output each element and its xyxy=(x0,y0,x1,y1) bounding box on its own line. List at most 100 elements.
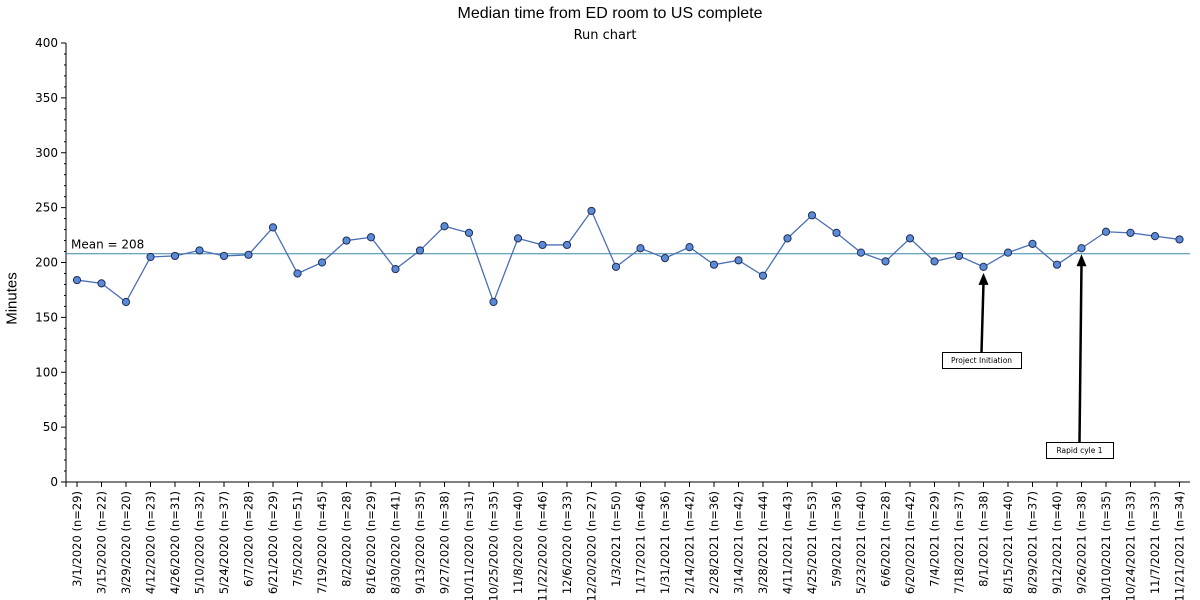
x-tick-label: 10/24/2021 (n=33) xyxy=(1124,491,1138,600)
data-point xyxy=(440,222,449,231)
y-tick-label: 250 xyxy=(35,201,58,215)
x-tick-label: 12/6/2020 (n=33) xyxy=(560,491,574,594)
x-tick-label: 8/29/2021 (n=37) xyxy=(1026,491,1040,594)
data-point xyxy=(464,228,474,237)
annotation-arrows xyxy=(978,254,1087,443)
data-point xyxy=(195,246,204,255)
x-tick-label: 6/21/2020 (n=29) xyxy=(266,491,280,594)
data-point xyxy=(342,236,351,245)
data-point xyxy=(905,234,915,243)
data-point xyxy=(97,279,106,288)
data-point xyxy=(881,257,890,266)
mean-line-group: Mean = 208 xyxy=(66,238,1190,255)
data-point xyxy=(856,248,866,257)
x-tick-label: 3/29/2020 (n=20) xyxy=(119,491,133,594)
data-point xyxy=(930,257,939,266)
data-point xyxy=(72,275,82,285)
x-tick-label: 11/21/2021 (n=34) xyxy=(1173,491,1187,600)
data-point xyxy=(758,271,768,280)
x-tick-label: 9/12/2021 (n=40) xyxy=(1050,491,1064,594)
y-tick-label: 400 xyxy=(35,36,58,50)
data-point xyxy=(685,243,694,252)
x-tick-label: 7/19/2020 (n=45) xyxy=(315,491,329,594)
y-tick-label: 200 xyxy=(35,256,58,270)
x-tick-label: 6/20/2021 (n=42) xyxy=(903,491,917,594)
data-point xyxy=(415,246,425,255)
x-tick-label: 7/18/2021 (n=37) xyxy=(952,491,966,594)
data-point xyxy=(1077,244,1086,253)
x-tick-label: 4/11/2021 (n=43) xyxy=(781,491,795,594)
annotation-box: Project Initiation xyxy=(941,352,1022,369)
x-tick-label: 7/4/2021 (n=29) xyxy=(928,491,942,587)
x-tick-label: 12/20/2020 (n=27) xyxy=(585,491,599,600)
x-tick-label: 4/25/2021 (n=53) xyxy=(805,491,819,594)
y-tick-label: 50 xyxy=(43,420,58,434)
data-point xyxy=(611,262,621,271)
annotation-box: Rapid cyle 1 xyxy=(1045,442,1114,459)
data-point xyxy=(1052,260,1062,269)
data-point xyxy=(1028,239,1037,248)
annotation-arrow-shaft xyxy=(980,282,985,353)
series-group xyxy=(72,206,1184,307)
annotation-arrow-shaft xyxy=(1078,264,1083,443)
annotation-arrow-head xyxy=(1076,254,1087,267)
data-point xyxy=(1126,228,1135,237)
x-tick-label: 7/5/2020 (n=51) xyxy=(291,491,305,587)
x-tick-label: 2/14/2021 (n=42) xyxy=(683,491,697,594)
data-point xyxy=(146,252,155,262)
data-point xyxy=(538,240,547,250)
data-point xyxy=(709,260,719,269)
y-tick-label: 0 xyxy=(50,475,58,489)
x-tick-label: 3/14/2021 (n=42) xyxy=(732,491,746,594)
axes: 0 50 100 150 200 250 300 350 400 3/1/2020 (n=29) 3… xyxy=(35,36,1190,600)
x-tick-label: 4/12/2020 (n=23) xyxy=(144,491,158,594)
data-point xyxy=(1101,227,1111,236)
data-point xyxy=(170,251,180,261)
data-point xyxy=(268,223,278,232)
data-point xyxy=(1150,232,1160,241)
x-tick-label: 10/10/2021 (n=35) xyxy=(1099,491,1113,600)
data-point xyxy=(121,297,131,307)
x-tick-label: 9/27/2020 (n=38) xyxy=(438,491,452,594)
x-tick-label: 6/7/2020 (n=28) xyxy=(242,491,256,587)
data-point xyxy=(1003,248,1013,257)
chart-title: Median time from ED room to US complete xyxy=(457,5,763,22)
y-tick-label: 100 xyxy=(35,365,58,379)
mean-line-label: Mean = 208 xyxy=(71,238,144,252)
x-tick-label: 9/13/2020 (n=35) xyxy=(413,491,427,594)
data-point xyxy=(562,240,572,250)
x-tick-label: 11/22/2020 (n=46) xyxy=(536,491,550,600)
x-tick-label: 11/8/2020 (n=40) xyxy=(511,491,525,594)
data-point xyxy=(979,262,988,271)
data-point xyxy=(489,297,498,307)
y-tick-label: 300 xyxy=(35,146,58,160)
data-point xyxy=(391,264,400,274)
x-tick-label: 8/2/2020 (n=28) xyxy=(340,491,354,587)
x-tick-label: 10/11/2020 (n=31) xyxy=(462,491,476,600)
y-tick-label: 150 xyxy=(35,310,58,324)
x-tick-label: 11/7/2021 (n=33) xyxy=(1148,491,1162,594)
data-point xyxy=(366,233,376,242)
x-tick-label: 1/3/2021 (n=50) xyxy=(609,491,623,587)
data-point xyxy=(832,228,841,237)
x-tick-label: 3/1/2020 (n=29) xyxy=(70,491,84,587)
x-tick-label: 4/26/2020 (n=31) xyxy=(168,491,182,594)
x-tick-label: 5/9/2021 (n=36) xyxy=(830,491,844,587)
data-point xyxy=(513,234,523,243)
data-point xyxy=(660,254,670,263)
data-point xyxy=(636,244,645,253)
chart-subtitle: Run chart xyxy=(573,28,637,43)
data-point xyxy=(954,251,964,261)
x-tick-label: 2/28/2021 (n=36) xyxy=(707,491,721,594)
x-tick-label: 3/15/2020 (n=22) xyxy=(95,491,109,594)
x-tick-label: 9/26/2021 (n=38) xyxy=(1075,491,1089,594)
data-point xyxy=(1175,235,1184,244)
data-point xyxy=(219,251,229,261)
series-line xyxy=(76,209,1180,304)
data-point xyxy=(783,234,792,243)
x-tick-label: 5/23/2021 (n=40) xyxy=(854,491,868,594)
x-tick-label: 8/1/2021 (n=38) xyxy=(977,491,991,587)
x-tick-label: 1/31/2021 (n=36) xyxy=(658,491,672,594)
y-tick-label: 350 xyxy=(35,91,58,105)
data-point xyxy=(293,269,302,278)
